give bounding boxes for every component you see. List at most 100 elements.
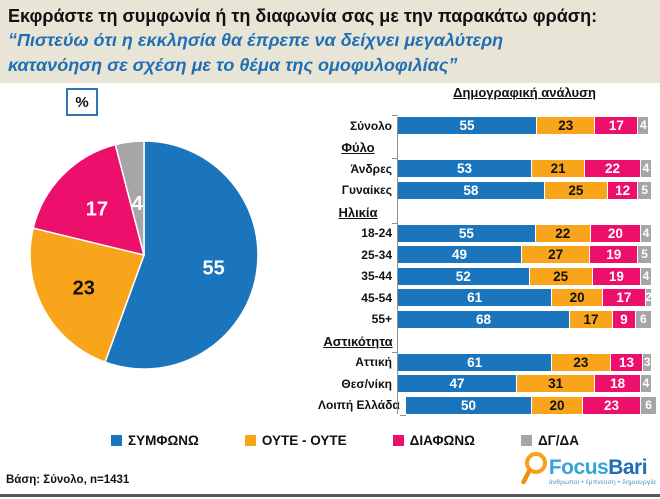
bar-row: Θεσ/νίκη 47 31 18 4 <box>318 375 660 392</box>
legend-swatch <box>111 435 123 446</box>
row-label: 25-34 <box>361 247 392 262</box>
pie-panel: % 55 23 17 4 <box>0 83 330 418</box>
row-label: 18-24 <box>361 226 392 240</box>
bar-segment-3: 6 <box>635 310 651 328</box>
bar-segment-0: 68 <box>398 310 571 328</box>
stacked-bar: 49 27 19 5 <box>398 246 651 263</box>
pie-slice-1 <box>29 227 145 364</box>
statement-text: “Πιστεύω ότι η εκκλησία θα έπρεπε να δεί… <box>8 30 504 75</box>
bar-segment-2: 22 <box>585 160 641 177</box>
legend-label: ΔΙΑΦΩΝΩ <box>409 433 475 448</box>
bar-segment-2: 13 <box>610 353 644 371</box>
bar-segment-2: 17 <box>595 117 639 134</box>
legend-label: ΣΥΜΦΩΝΩ <box>128 433 199 448</box>
pie-slice-3 <box>114 140 145 256</box>
bar-segment-1: 31 <box>516 375 596 392</box>
stacked-bar: 68 17 9 6 <box>398 310 651 328</box>
pie-slice-2 <box>32 143 146 257</box>
stacked-bar: 53 21 22 4 <box>392 158 651 177</box>
bar-row: 35-44 52 25 19 4 <box>318 267 660 285</box>
bar-row: 45-54 61 20 17 2 <box>318 289 660 306</box>
legend-swatch <box>244 435 256 446</box>
row-label: Λοιπή Ελλάδα <box>318 398 400 412</box>
legend-swatch <box>520 435 532 446</box>
logo-name: FocusBari <box>548 455 656 479</box>
bar-segment-2: 17 <box>602 289 646 306</box>
row-label: 45-54 <box>361 290 392 305</box>
legend-item: ΔΙΑΦΩΝΩ <box>392 433 475 448</box>
section-header: Αστικότητα <box>323 333 393 349</box>
logo-focus: Focus <box>548 455 609 479</box>
bar-rows: Σύνολο 55 23 17 4 Φύλο Άνδρες 53 21 22 4 Γυναίκες 58… <box>318 115 660 416</box>
logo-text: FocusBari άνθρωποι • έμπνευση • δημιουργ… <box>548 455 656 486</box>
row-label: Αττική <box>355 355 392 369</box>
bar-segment-3: 4 <box>640 375 651 392</box>
pie-chart: 55 23 17 4 <box>29 140 259 370</box>
bar-row: Σύνολο 55 23 17 4 <box>318 115 660 134</box>
stacked-bar: 58 25 12 5 <box>398 181 651 199</box>
demographics-title: Δημογραφική ανάλυση <box>453 85 596 100</box>
bar-segment-3: 2 <box>645 289 651 306</box>
bar-segment-3: 5 <box>638 246 651 263</box>
bar-segment-2: 23 <box>582 396 642 414</box>
base-note: Βάση: Σύνολο, n=1431 <box>6 474 130 486</box>
legend-item: ΣΥΜΦΩΝΩ <box>111 433 199 448</box>
legend-label: ΔΓ/ΔΑ <box>537 433 579 448</box>
bar-segment-1: 20 <box>552 289 603 306</box>
pie-value-label: 23 <box>73 277 95 299</box>
bar-segment-3: 4 <box>640 160 651 177</box>
legend: ΣΥΜΦΩΝΩ ΟΥΤΕ - ΟΥΤΕ ΔΙΑΦΩΝΩ ΔΓ/ΔΑ <box>0 433 660 448</box>
title-banner: Εκφράστε τη συμφωνία ή τη διαφωνία σας μ… <box>0 0 660 83</box>
bar-segment-0: 53 <box>398 160 533 177</box>
bar-segment-1: 22 <box>535 224 591 242</box>
bar-segment-1: 27 <box>521 246 591 263</box>
bar-segment-2: 18 <box>595 375 641 392</box>
section-header: Φύλο <box>341 140 375 155</box>
bar-segment-0: 58 <box>398 181 545 199</box>
bar-segment-0: 52 <box>398 267 530 285</box>
bar-segment-0: 47 <box>398 375 517 392</box>
row-label: Θεσ/νίκη <box>341 376 392 391</box>
stacked-bar: 55 22 20 4 <box>392 222 651 242</box>
bar-segment-0: 55 <box>398 117 538 134</box>
bar-segment-2: 19 <box>590 246 639 263</box>
bar-segment-1: 23 <box>552 353 611 371</box>
row-label: 55+ <box>371 312 392 326</box>
axis-line <box>397 117 398 414</box>
row-label: 35-44 <box>361 269 392 283</box>
bar-segment-2: 12 <box>607 181 639 199</box>
bar-segment-2: 19 <box>592 267 641 285</box>
bar-segment-1: 25 <box>529 267 593 285</box>
bar-segment-0: 49 <box>398 246 522 263</box>
stacked-bar: 47 31 18 4 <box>398 375 651 392</box>
bar-segment-3: 4 <box>640 224 651 242</box>
bar-segment-3: 4 <box>640 267 651 285</box>
percent-label-box: % <box>66 88 98 116</box>
bar-segment-3: 4 <box>638 117 649 134</box>
bar-segment-1: 25 <box>544 181 608 199</box>
pie-slice-0 <box>104 140 259 370</box>
bar-segment-1: 21 <box>532 160 586 177</box>
bar-segment-1: 17 <box>570 310 614 328</box>
pie-value-label: 17 <box>86 199 108 221</box>
question-title: Εκφράστε τη συμφωνία ή τη διαφωνία σας μ… <box>8 6 598 26</box>
bar-segment-3: 6 <box>641 396 657 414</box>
bar-segment-2: 20 <box>590 224 641 242</box>
bar-row: 55+ 68 17 9 6 <box>318 310 660 328</box>
bar-segment-1: 20 <box>532 396 583 414</box>
legend-item: ΟΥΤΕ - ΟΥΤΕ <box>244 433 347 448</box>
section-header: Ηλικία <box>338 204 378 220</box>
bar-segment-3: 3 <box>643 353 651 371</box>
stacked-bar: 52 25 19 4 <box>398 267 651 285</box>
stacked-bar: 61 23 13 3 <box>392 351 651 371</box>
pie-chart-wrap: 55 23 17 4 <box>18 129 270 381</box>
bar-row: 18-24 55 22 20 4 <box>318 222 660 242</box>
bar-segment-0: 55 <box>398 224 536 242</box>
magnifier-icon <box>521 452 547 485</box>
bar-segment-2: 9 <box>613 310 636 328</box>
bar-row: Άνδρες 53 21 22 4 <box>318 158 660 177</box>
bottom-rule <box>0 494 660 497</box>
row-label: Σύνολο <box>349 118 392 133</box>
legend-label: ΟΥΤΕ - ΟΥΤΕ <box>261 433 347 448</box>
